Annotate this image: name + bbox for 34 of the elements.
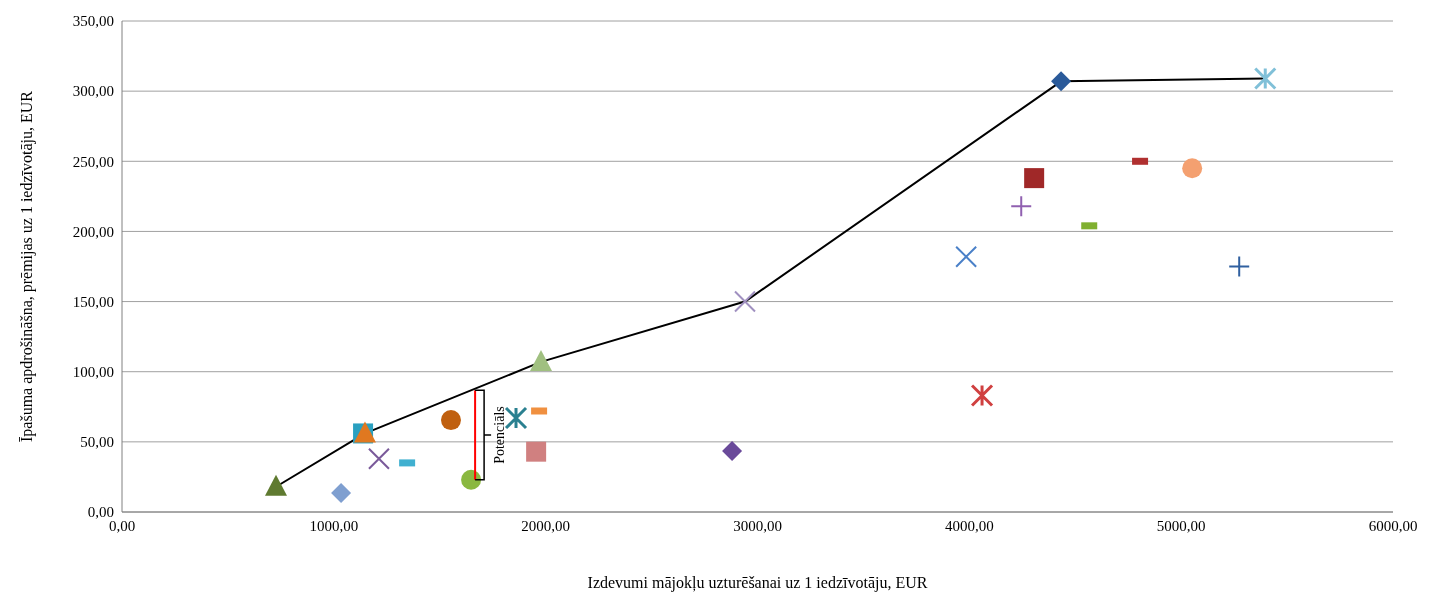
y-axis-title: Īpašuma apdrošināšna, prēmijas uz 1 iedzīvotāju, EUR	[17, 90, 36, 443]
point	[955, 245, 978, 268]
x-axis-title: Izdevumi mājokļu uzturēšanai uz 1 iedzīvotāju, EUR	[587, 574, 928, 592]
x-tick-label: 4000,00	[944, 517, 994, 534]
y-tick-label: 250,00	[72, 153, 114, 170]
point	[1024, 168, 1045, 189]
y-tick-label: 300,00	[72, 83, 114, 100]
y-tick-label: 150,00	[72, 293, 114, 310]
point	[331, 483, 352, 504]
point	[461, 469, 482, 490]
point	[1182, 158, 1203, 179]
point	[734, 290, 756, 313]
point	[526, 441, 547, 462]
point	[1253, 67, 1277, 91]
point	[1228, 255, 1251, 278]
y-tick-label: 200,00	[72, 223, 114, 240]
point	[504, 406, 528, 430]
x-tick-label: 5000,00	[1156, 517, 1206, 534]
y-tick-label: 50,00	[80, 434, 114, 451]
point	[530, 349, 553, 371]
x-tick-label: 1000,00	[309, 517, 359, 534]
annotation: Potenciāls	[492, 406, 508, 464]
point	[265, 474, 287, 496]
point	[722, 440, 743, 461]
y-tick-label: 350,00	[72, 13, 114, 30]
x-tick-label: 2000,00	[521, 517, 571, 534]
x-tick-label: 3000,00	[733, 517, 782, 534]
point	[440, 410, 461, 431]
point	[1010, 195, 1033, 218]
point	[1051, 71, 1072, 92]
point	[367, 447, 390, 470]
y-tick-label: 100,00	[72, 364, 114, 381]
point	[970, 384, 994, 408]
x-tick-label: 6000,00	[1368, 517, 1418, 534]
